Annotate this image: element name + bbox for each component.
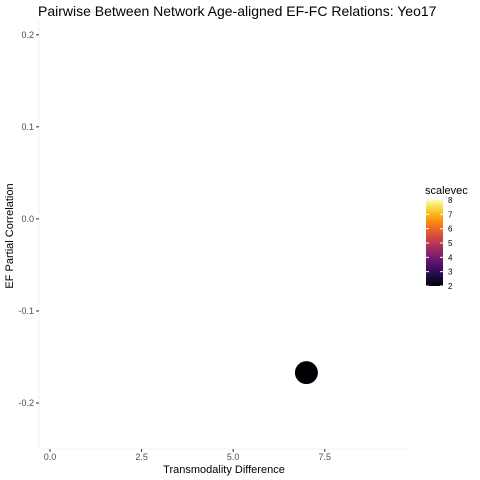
y-tick-label: 0.0 [21,214,34,224]
x-tick-label: 5.0 [227,452,240,462]
y-tick-label: -0.1 [18,306,34,316]
y-tick-label: 0.2 [21,30,34,40]
legend-tick-label: 6 [448,225,453,234]
legend-tick-label: 7 [448,210,453,219]
legend-tick-label: 5 [448,239,453,248]
legend-tick-label: 4 [448,253,453,262]
legend-ticks: 8 7 6 5 4 3 2 [426,196,453,291]
x-tick-label: 0.0 [44,452,57,462]
x-tick-label: 7.5 [318,452,331,462]
y-tick-label: 0.1 [21,122,34,132]
data-point [294,361,318,385]
color-legend: scalevec 8 7 6 5 4 3 2 [425,185,468,291]
y-axis: 0.2 0.1 0.0 -0.1 -0.2 [18,21,40,449]
legend-tick-label: 8 [448,196,453,205]
chart-title: Pairwise Between Network Age-aligned EF-… [38,3,437,19]
y-axis-title: EF Partial Correlation [4,183,16,288]
x-tick-label: 2.5 [135,452,148,462]
x-axis: 0.0 2.5 5.0 7.5 [39,448,409,462]
y-tick-label: -0.2 [18,398,34,408]
legend-tick-label: 2 [448,282,453,291]
legend-title: scalevec [425,185,468,197]
legend-tick-label: 3 [448,268,453,277]
x-axis-title: Transmodality Difference [163,464,285,476]
legend-colorbar [426,200,443,286]
plot-area [294,361,318,385]
